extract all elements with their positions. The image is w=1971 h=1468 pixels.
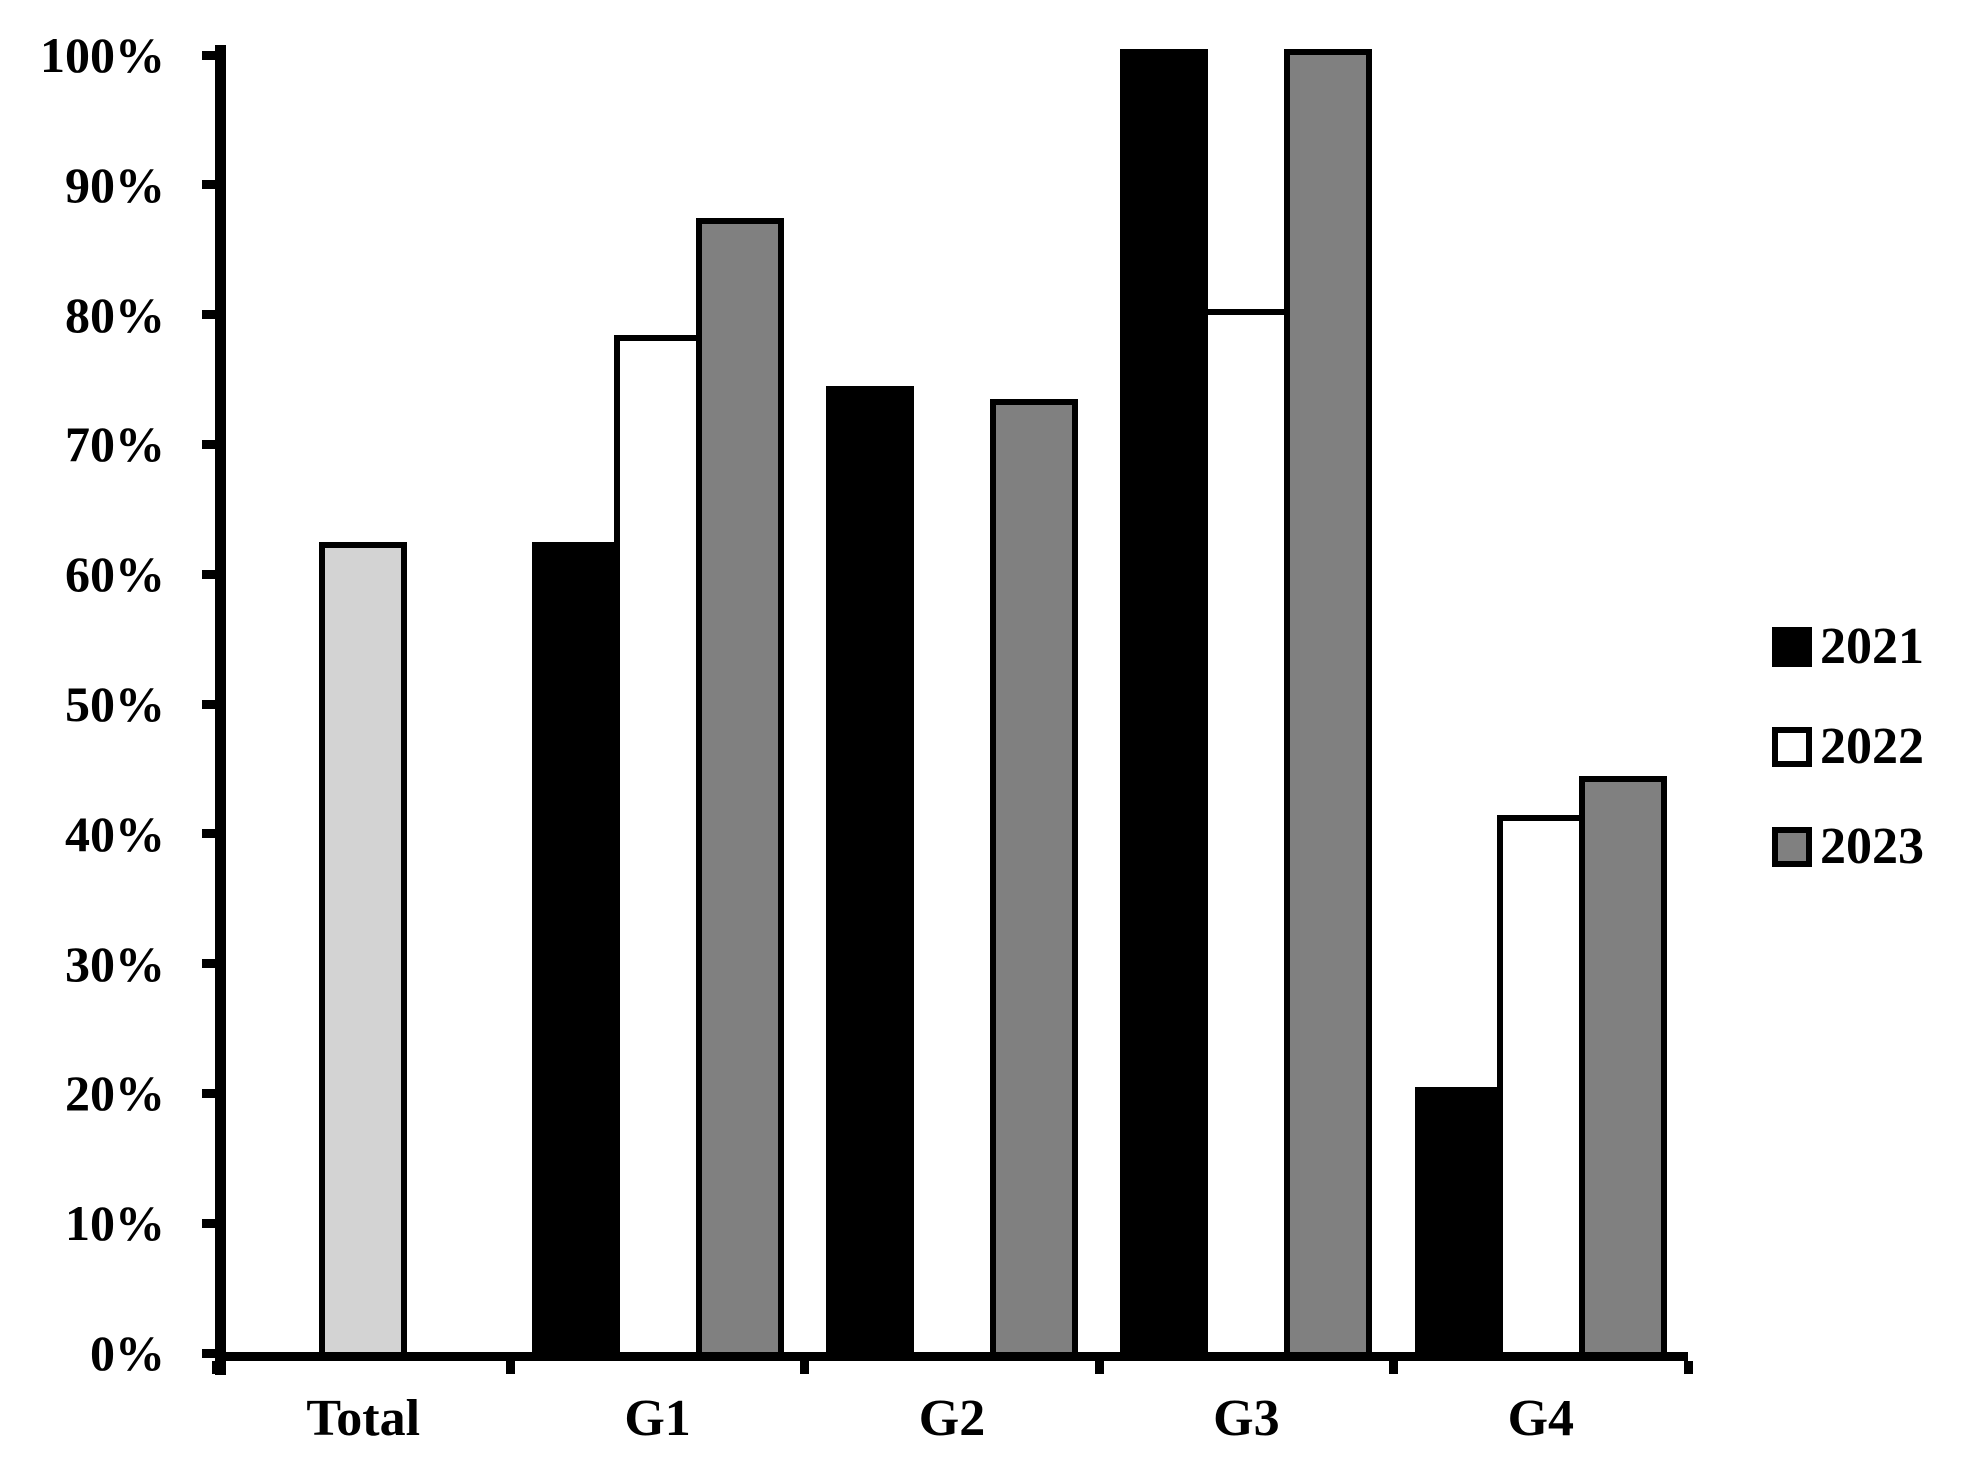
x-axis-label-g3: G3	[1213, 1390, 1280, 1447]
y-axis-tick	[202, 569, 217, 579]
bar-g1-2023	[695, 217, 784, 1361]
bar-g1-2022	[613, 334, 702, 1361]
y-axis-tick	[202, 1218, 217, 1228]
bar-g1-2021	[531, 542, 620, 1361]
y-tick-label: 10%	[65, 1195, 165, 1252]
x-axis-tick	[1389, 1361, 1399, 1374]
y-tick-label: 80%	[65, 286, 165, 343]
x-axis-label-g4: G4	[1507, 1390, 1575, 1447]
x-axis-line	[215, 1352, 1688, 1361]
y-tick-label: 100%	[40, 27, 165, 83]
y-axis-tick	[202, 1348, 217, 1358]
bar-g4-2022	[1496, 814, 1585, 1361]
legend-swatch-2022	[1772, 727, 1812, 767]
y-axis-tick	[202, 1088, 217, 1098]
y-axis-tick	[202, 699, 217, 709]
y-tick-label: 20%	[65, 1065, 165, 1122]
legend-item-2021: 2021	[1772, 618, 1924, 675]
bar-g4-2023	[1578, 775, 1667, 1361]
y-tick-label: 40%	[65, 805, 165, 862]
bar-total	[319, 542, 408, 1361]
bar-g2-2021	[826, 386, 914, 1361]
y-axis-tick	[202, 829, 217, 839]
x-axis-label-g1: G1	[624, 1390, 691, 1447]
legend-item-2022: 2022	[1772, 718, 1924, 775]
y-tick-label: 50%	[65, 676, 165, 732]
y-tick-label: 60%	[65, 546, 165, 603]
y-axis-tick	[202, 50, 217, 60]
x-axis-label-total: Total	[306, 1390, 421, 1447]
legend-swatch-2023	[1772, 827, 1812, 867]
bar-g2-2023	[990, 399, 1078, 1361]
x-axis-tick	[1094, 1361, 1104, 1374]
x-axis-label-g2: G2	[918, 1390, 986, 1447]
y-axis-tick	[202, 439, 217, 449]
y-axis-tick	[202, 959, 217, 969]
x-axis-tick	[211, 1361, 221, 1374]
bar-g3-2023	[1284, 49, 1373, 1361]
legend-label-2021: 2021	[1820, 618, 1924, 675]
y-tick-label: 0%	[90, 1325, 165, 1381]
legend-label-2022: 2022	[1820, 718, 1924, 775]
bar-g3-2021	[1120, 49, 1209, 1361]
x-axis-tick	[1683, 1361, 1693, 1374]
legend-swatch-2021	[1772, 627, 1812, 667]
x-axis-tick	[800, 1361, 810, 1374]
bar-g3-2022	[1202, 308, 1291, 1361]
legend-item-2023: 2023	[1772, 818, 1924, 875]
bar-g4-2021	[1414, 1087, 1503, 1361]
y-tick-label: 90%	[65, 156, 165, 213]
y-tick-label: 30%	[65, 935, 165, 992]
y-axis-tick	[202, 310, 217, 320]
y-axis-line	[215, 45, 226, 1375]
x-axis-tick	[505, 1361, 515, 1374]
legend-label-2023: 2023	[1820, 818, 1924, 875]
y-tick-label: 70%	[65, 416, 165, 473]
y-axis-tick	[202, 180, 217, 190]
